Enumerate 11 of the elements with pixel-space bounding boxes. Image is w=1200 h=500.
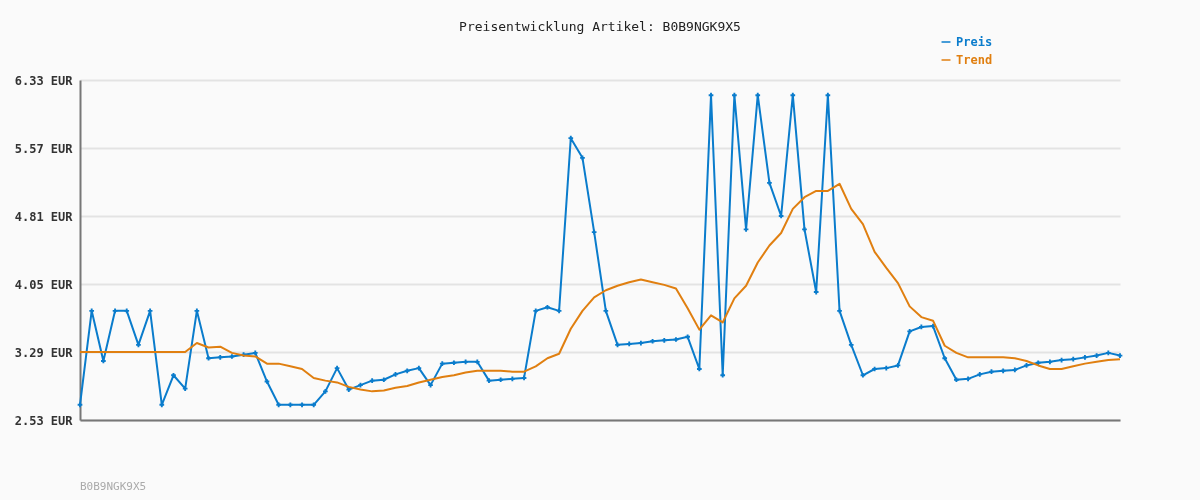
text: B0B9NGK9X5 — [80, 480, 147, 493]
y-tick-label: 6.33 EUR — [14, 73, 74, 88]
y-tick-label: 4.81 EUR — [14, 209, 74, 224]
chart-title: Preisentwicklung Artikel: B0B9NGK9X5 — [458, 19, 742, 34]
line-series — [79, 182, 1121, 393]
y-tick-label: 2.53 EUR — [14, 413, 74, 428]
y-tick-label: 5.57 EUR — [14, 141, 74, 156]
y-tick-label: 3.29 EUR — [14, 345, 74, 360]
y-tick-label: 4.05 EUR — [14, 277, 74, 292]
legend-label: Preis — [956, 35, 993, 49]
legend-label: Trend — [956, 53, 993, 67]
